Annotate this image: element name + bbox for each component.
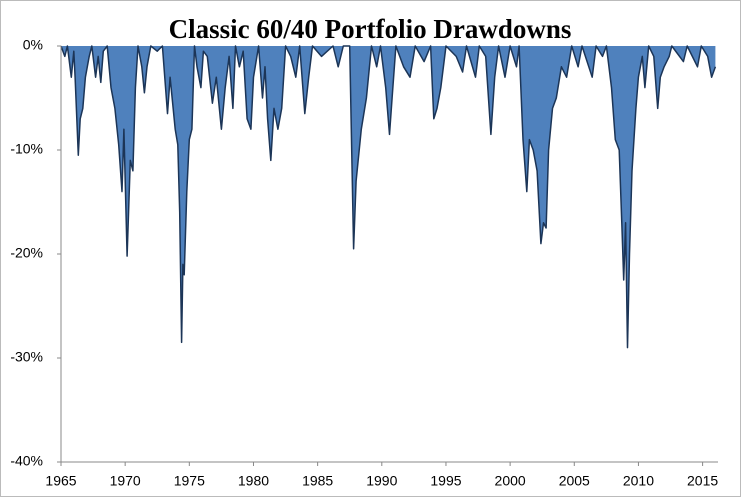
y-tick-label: -20% — [10, 245, 43, 261]
y-tick-label: 0% — [23, 37, 43, 53]
area-fill — [61, 46, 716, 348]
x-tick-label: 1970 — [110, 473, 141, 489]
y-tick-label: -40% — [10, 453, 43, 469]
x-tick-label: 1985 — [302, 473, 333, 489]
x-tick-label: 2010 — [623, 473, 654, 489]
x-tick-label: 1995 — [430, 473, 461, 489]
y-tick-label: -10% — [10, 141, 43, 157]
x-tick-label: 1975 — [174, 473, 205, 489]
chart-title: Classic 60/40 Portfolio Drawdowns — [169, 14, 572, 44]
x-tick-label: 2015 — [687, 473, 718, 489]
drawdown-line — [60, 45, 717, 349]
x-tick-label: 1965 — [45, 473, 76, 489]
x-tick-label: 2005 — [559, 473, 590, 489]
x-tick-label: 1980 — [238, 473, 269, 489]
y-tick-label: -30% — [10, 349, 43, 365]
x-tick-label: 1990 — [366, 473, 397, 489]
x-tick-label: 2000 — [495, 473, 526, 489]
